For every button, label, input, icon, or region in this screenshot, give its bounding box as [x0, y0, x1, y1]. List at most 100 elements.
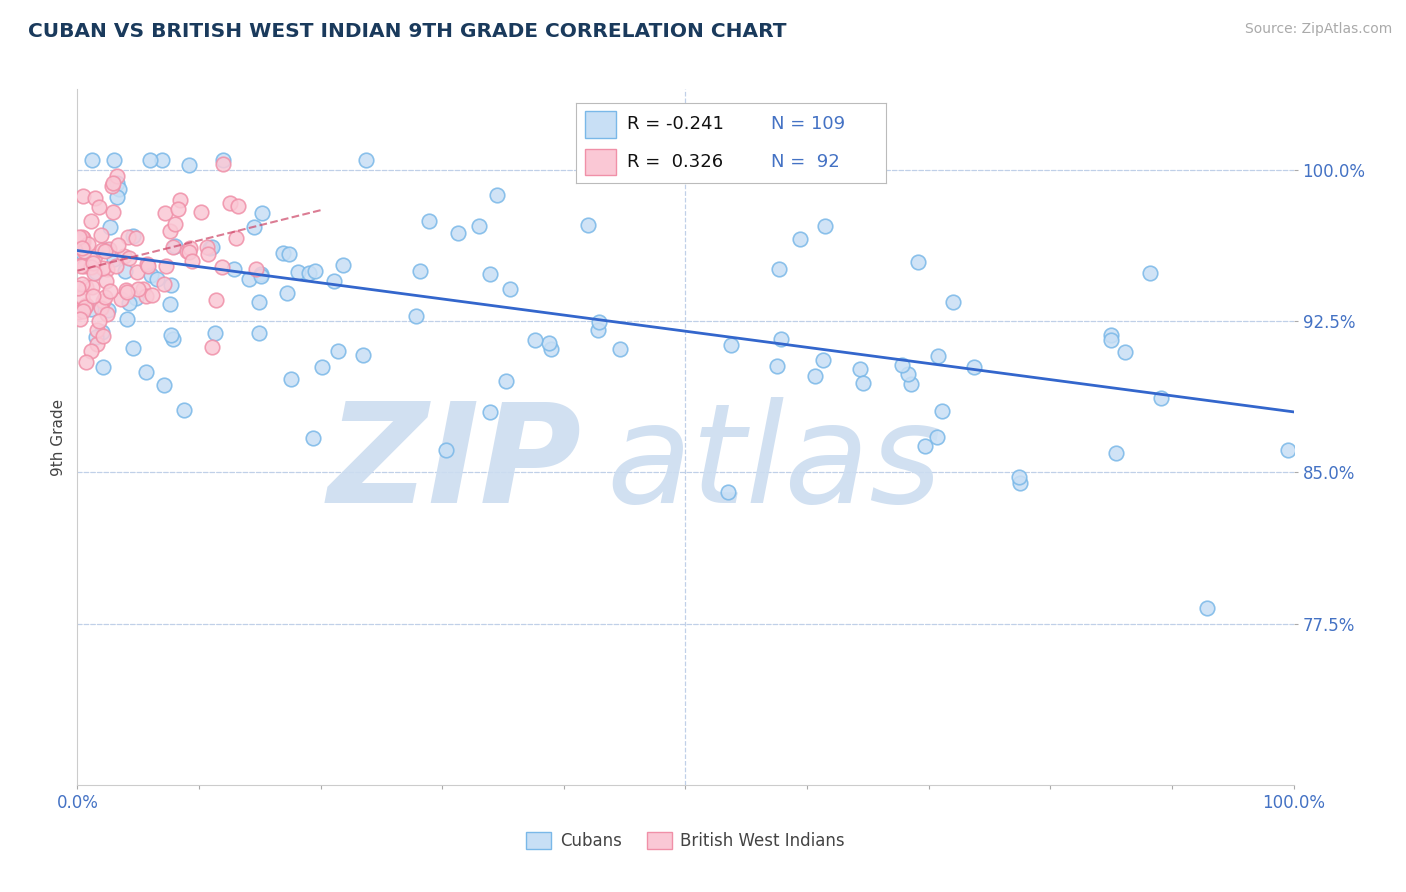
Point: [72, 259, 94, 273]
Point: [83, 249, 105, 263]
Point: [200, 241, 222, 255]
Text: atlas: atlas: [606, 398, 942, 533]
Point: [91, 329, 114, 343]
Point: [82, 256, 104, 270]
Point: [540, 343, 562, 357]
Point: [105, 189, 128, 203]
Point: [891, 358, 914, 372]
Point: [159, 297, 181, 311]
Point: [101, 179, 124, 194]
Point: [69, 312, 91, 326]
Point: [66, 304, 89, 318]
Point: [588, 315, 610, 329]
Point: [153, 377, 176, 392]
Point: [70, 229, 93, 244]
Point: [135, 365, 157, 379]
Point: [201, 340, 224, 354]
Point: [720, 338, 742, 352]
Point: [301, 431, 323, 445]
Point: [72, 301, 94, 315]
Point: [311, 359, 333, 374]
Point: [91, 359, 114, 374]
Point: [90, 326, 112, 340]
Point: [101, 205, 124, 219]
Point: [89, 314, 111, 328]
Point: [768, 262, 790, 277]
Point: [224, 261, 246, 276]
Point: [160, 328, 183, 343]
Point: [114, 284, 136, 298]
Point: [70, 233, 93, 247]
Point: [135, 289, 157, 303]
Point: [271, 246, 294, 260]
Point: [72, 235, 94, 250]
Point: [250, 206, 273, 220]
Point: [179, 244, 201, 259]
Point: [478, 268, 501, 282]
Point: [963, 359, 986, 374]
Point: [249, 267, 271, 281]
Point: [205, 293, 228, 307]
Point: [141, 287, 163, 301]
Point: [1277, 443, 1299, 458]
Point: [80, 260, 103, 275]
Point: [225, 231, 247, 245]
Point: [770, 332, 793, 346]
Point: [298, 266, 321, 280]
Point: [103, 252, 125, 266]
Point: [125, 231, 148, 245]
Point: [280, 372, 302, 386]
Point: [70, 290, 93, 304]
Point: [94, 290, 117, 304]
Point: [190, 204, 212, 219]
Point: [112, 249, 135, 263]
Point: [94, 244, 117, 258]
Point: [180, 253, 202, 268]
Point: [75, 298, 97, 312]
Point: [169, 193, 191, 207]
Point: [159, 224, 181, 238]
Point: [76, 236, 98, 251]
Point: [155, 259, 177, 273]
Point: [586, 323, 609, 337]
Point: [96, 262, 118, 277]
Point: [108, 182, 131, 196]
Point: [70, 242, 93, 256]
Point: [609, 342, 631, 356]
Point: [485, 187, 508, 202]
Point: [418, 214, 440, 228]
Point: [1008, 470, 1031, 484]
Point: [247, 295, 270, 310]
Point: [249, 269, 271, 284]
Point: [87, 200, 110, 214]
Point: [98, 219, 121, 234]
Point: [73, 244, 96, 258]
Point: [117, 229, 139, 244]
Point: [136, 257, 159, 271]
Point: [115, 285, 138, 300]
Point: [94, 244, 117, 259]
Point: [931, 404, 953, 418]
Point: [91, 243, 114, 257]
Point: [167, 202, 190, 216]
Point: [83, 191, 105, 205]
Point: [86, 337, 108, 351]
Point: [897, 367, 920, 381]
Point: [72, 304, 94, 318]
Point: [75, 355, 97, 369]
Point: [97, 242, 120, 256]
Point: [276, 285, 298, 300]
Point: [150, 153, 173, 167]
Point: [173, 403, 195, 417]
Point: [179, 241, 201, 255]
Point: [201, 239, 224, 253]
Point: [90, 301, 112, 316]
Point: [139, 268, 162, 282]
Point: [67, 230, 90, 244]
Point: [907, 254, 929, 268]
Point: [93, 293, 115, 308]
Point: [434, 442, 457, 457]
Point: [82, 279, 104, 293]
Point: [354, 153, 377, 167]
Y-axis label: 9th Grade: 9th Grade: [51, 399, 66, 475]
